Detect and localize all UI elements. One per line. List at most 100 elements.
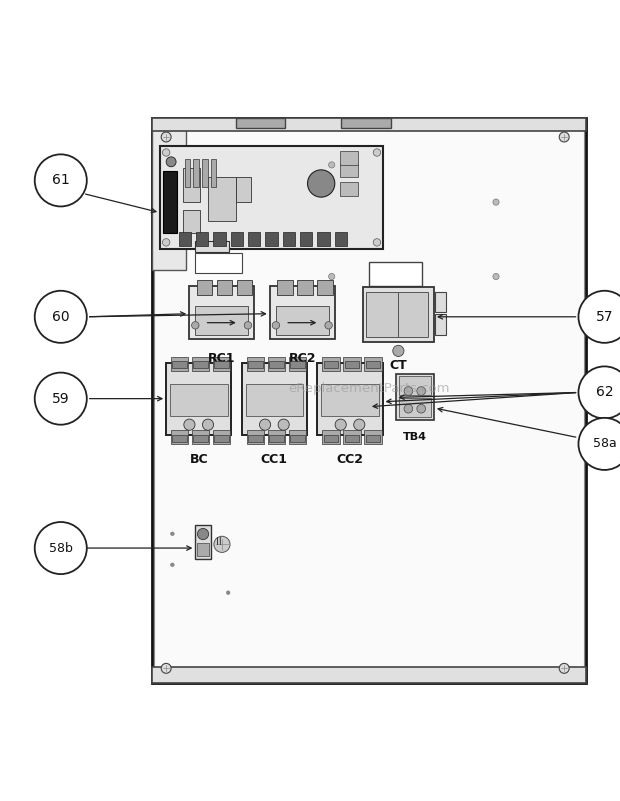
Circle shape xyxy=(578,291,620,343)
Bar xyxy=(289,357,306,371)
Bar xyxy=(248,231,260,245)
Text: II: II xyxy=(216,537,221,546)
Bar xyxy=(396,374,434,421)
Bar xyxy=(195,240,229,252)
Bar xyxy=(265,231,278,245)
Bar xyxy=(179,231,191,245)
Circle shape xyxy=(170,563,174,566)
Bar xyxy=(189,286,254,339)
Bar xyxy=(197,543,209,556)
Circle shape xyxy=(493,273,499,280)
Bar xyxy=(283,231,295,245)
Text: CC2: CC2 xyxy=(337,453,363,466)
Circle shape xyxy=(166,157,176,167)
Bar xyxy=(247,357,264,371)
Bar xyxy=(213,357,230,371)
Circle shape xyxy=(272,322,280,329)
Circle shape xyxy=(197,529,208,540)
Circle shape xyxy=(35,372,87,425)
Circle shape xyxy=(214,537,230,553)
Text: 58a: 58a xyxy=(593,437,616,450)
Bar xyxy=(185,159,190,187)
Circle shape xyxy=(35,522,87,574)
Bar xyxy=(317,280,333,295)
Bar xyxy=(152,667,586,682)
Bar xyxy=(369,262,422,286)
Text: 59: 59 xyxy=(52,392,69,405)
Text: 57: 57 xyxy=(596,310,613,324)
Text: 58b: 58b xyxy=(49,541,73,554)
Bar xyxy=(363,287,434,341)
Bar xyxy=(193,435,208,442)
Bar xyxy=(170,384,228,416)
Bar xyxy=(317,364,383,435)
Bar xyxy=(163,171,177,233)
Bar xyxy=(152,119,586,131)
Circle shape xyxy=(329,273,335,280)
Circle shape xyxy=(393,345,404,356)
Bar xyxy=(366,360,380,368)
Bar xyxy=(208,177,236,221)
Bar xyxy=(435,313,446,336)
Bar xyxy=(399,376,431,395)
Circle shape xyxy=(404,405,413,413)
Circle shape xyxy=(417,387,425,396)
Bar xyxy=(345,360,360,368)
Bar xyxy=(268,430,285,444)
Bar xyxy=(300,231,312,245)
Bar xyxy=(324,435,339,442)
Bar xyxy=(192,430,210,444)
Circle shape xyxy=(308,170,335,197)
Bar xyxy=(322,430,340,444)
Text: 60: 60 xyxy=(52,310,69,324)
Circle shape xyxy=(373,149,381,156)
Bar xyxy=(171,430,188,444)
Bar xyxy=(277,280,293,295)
Bar xyxy=(236,177,251,202)
Bar xyxy=(322,357,340,371)
Bar xyxy=(242,364,307,435)
Bar xyxy=(398,292,428,336)
Bar xyxy=(215,435,229,442)
Text: RC1: RC1 xyxy=(208,352,236,365)
Bar xyxy=(317,231,330,245)
Circle shape xyxy=(244,322,252,329)
Circle shape xyxy=(373,239,381,246)
Bar xyxy=(166,364,231,435)
Bar xyxy=(216,280,232,295)
Bar xyxy=(290,435,304,442)
Circle shape xyxy=(578,366,620,418)
Bar xyxy=(195,253,242,273)
Text: CC1: CC1 xyxy=(261,453,288,466)
Bar xyxy=(345,435,360,442)
Circle shape xyxy=(278,419,289,430)
Circle shape xyxy=(161,663,171,674)
Circle shape xyxy=(35,155,87,207)
Circle shape xyxy=(417,405,425,413)
Bar xyxy=(269,435,284,442)
Bar xyxy=(237,280,252,295)
Text: 62: 62 xyxy=(596,385,613,400)
Bar xyxy=(202,159,208,187)
Bar xyxy=(195,307,248,336)
Bar xyxy=(343,430,361,444)
Bar xyxy=(172,435,187,442)
Bar xyxy=(340,183,358,196)
Bar xyxy=(321,384,379,416)
Bar xyxy=(248,435,263,442)
Bar xyxy=(236,119,285,128)
Bar xyxy=(268,357,285,371)
Circle shape xyxy=(184,419,195,430)
Circle shape xyxy=(335,419,346,430)
Bar xyxy=(399,398,431,417)
Circle shape xyxy=(353,419,365,430)
Bar xyxy=(365,357,381,371)
Circle shape xyxy=(578,418,620,470)
Bar xyxy=(324,360,339,368)
Bar xyxy=(160,147,383,248)
Circle shape xyxy=(260,419,270,430)
Circle shape xyxy=(325,322,332,329)
Bar xyxy=(276,307,329,336)
Bar xyxy=(340,163,358,177)
Text: BC: BC xyxy=(189,453,208,466)
